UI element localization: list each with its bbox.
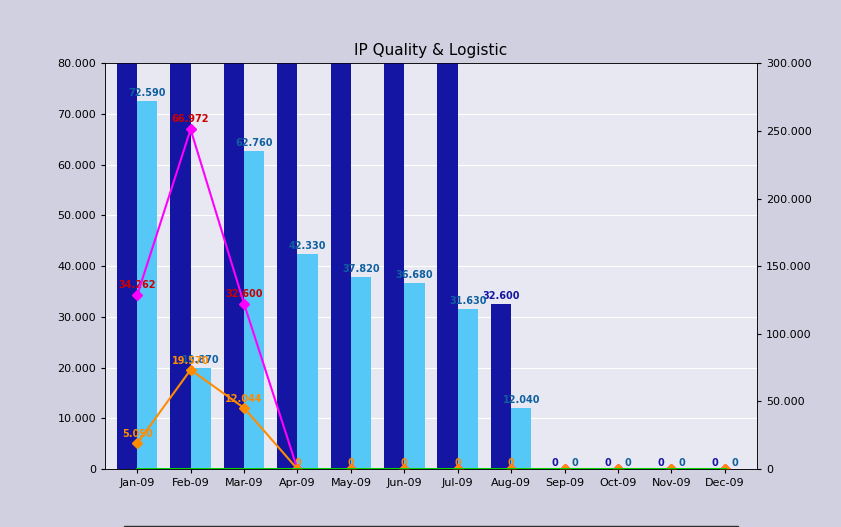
Text: 32.600: 32.600 bbox=[225, 289, 262, 299]
Text: 0: 0 bbox=[551, 458, 558, 468]
Text: 0: 0 bbox=[508, 458, 515, 468]
Title: IP Quality & Logistic: IP Quality & Logistic bbox=[354, 43, 508, 58]
Text: 0: 0 bbox=[347, 458, 354, 468]
Text: 0: 0 bbox=[678, 458, 685, 468]
Text: 37.820: 37.820 bbox=[342, 264, 380, 274]
Text: 0: 0 bbox=[625, 458, 632, 468]
Bar bbox=[384, 0, 405, 469]
Text: 36.680: 36.680 bbox=[395, 270, 433, 280]
Bar bbox=[191, 368, 211, 469]
Bar bbox=[117, 0, 137, 469]
Bar bbox=[351, 277, 371, 469]
Text: 5.050: 5.050 bbox=[122, 430, 152, 440]
Text: 0: 0 bbox=[605, 458, 611, 468]
Text: 66.972: 66.972 bbox=[172, 114, 209, 124]
Text: 32.600: 32.600 bbox=[482, 290, 520, 300]
Bar bbox=[405, 283, 425, 469]
Bar bbox=[244, 151, 264, 469]
Bar bbox=[491, 304, 511, 469]
Text: 0: 0 bbox=[294, 458, 301, 468]
Legend: IP Rolling qlt, IP Rolling log, IP qlt, IP log, Target qlt, Target log: IP Rolling qlt, IP Rolling log, IP qlt, … bbox=[124, 526, 738, 527]
Bar bbox=[437, 0, 458, 469]
Bar bbox=[224, 0, 244, 469]
Bar bbox=[170, 0, 191, 469]
Text: 31.630: 31.630 bbox=[449, 296, 487, 306]
Text: 72.590: 72.590 bbox=[129, 88, 166, 98]
Text: 0: 0 bbox=[571, 458, 578, 468]
Bar bbox=[511, 408, 532, 469]
Text: 0: 0 bbox=[658, 458, 664, 468]
Text: 12.040: 12.040 bbox=[503, 395, 540, 405]
Text: 0: 0 bbox=[711, 458, 718, 468]
Text: 42.330: 42.330 bbox=[288, 241, 326, 251]
Bar bbox=[298, 255, 318, 469]
Text: 0: 0 bbox=[401, 458, 408, 468]
Bar bbox=[458, 309, 478, 469]
Text: 19.870: 19.870 bbox=[182, 355, 220, 365]
Bar bbox=[137, 101, 157, 469]
Text: 19.570: 19.570 bbox=[172, 356, 209, 366]
Bar bbox=[331, 0, 351, 469]
Text: 0: 0 bbox=[454, 458, 461, 468]
Text: 62.760: 62.760 bbox=[235, 138, 273, 148]
Text: 34.262: 34.262 bbox=[119, 280, 156, 290]
Bar bbox=[278, 0, 298, 469]
Text: 12.044: 12.044 bbox=[225, 394, 262, 404]
Text: 0: 0 bbox=[732, 458, 738, 468]
